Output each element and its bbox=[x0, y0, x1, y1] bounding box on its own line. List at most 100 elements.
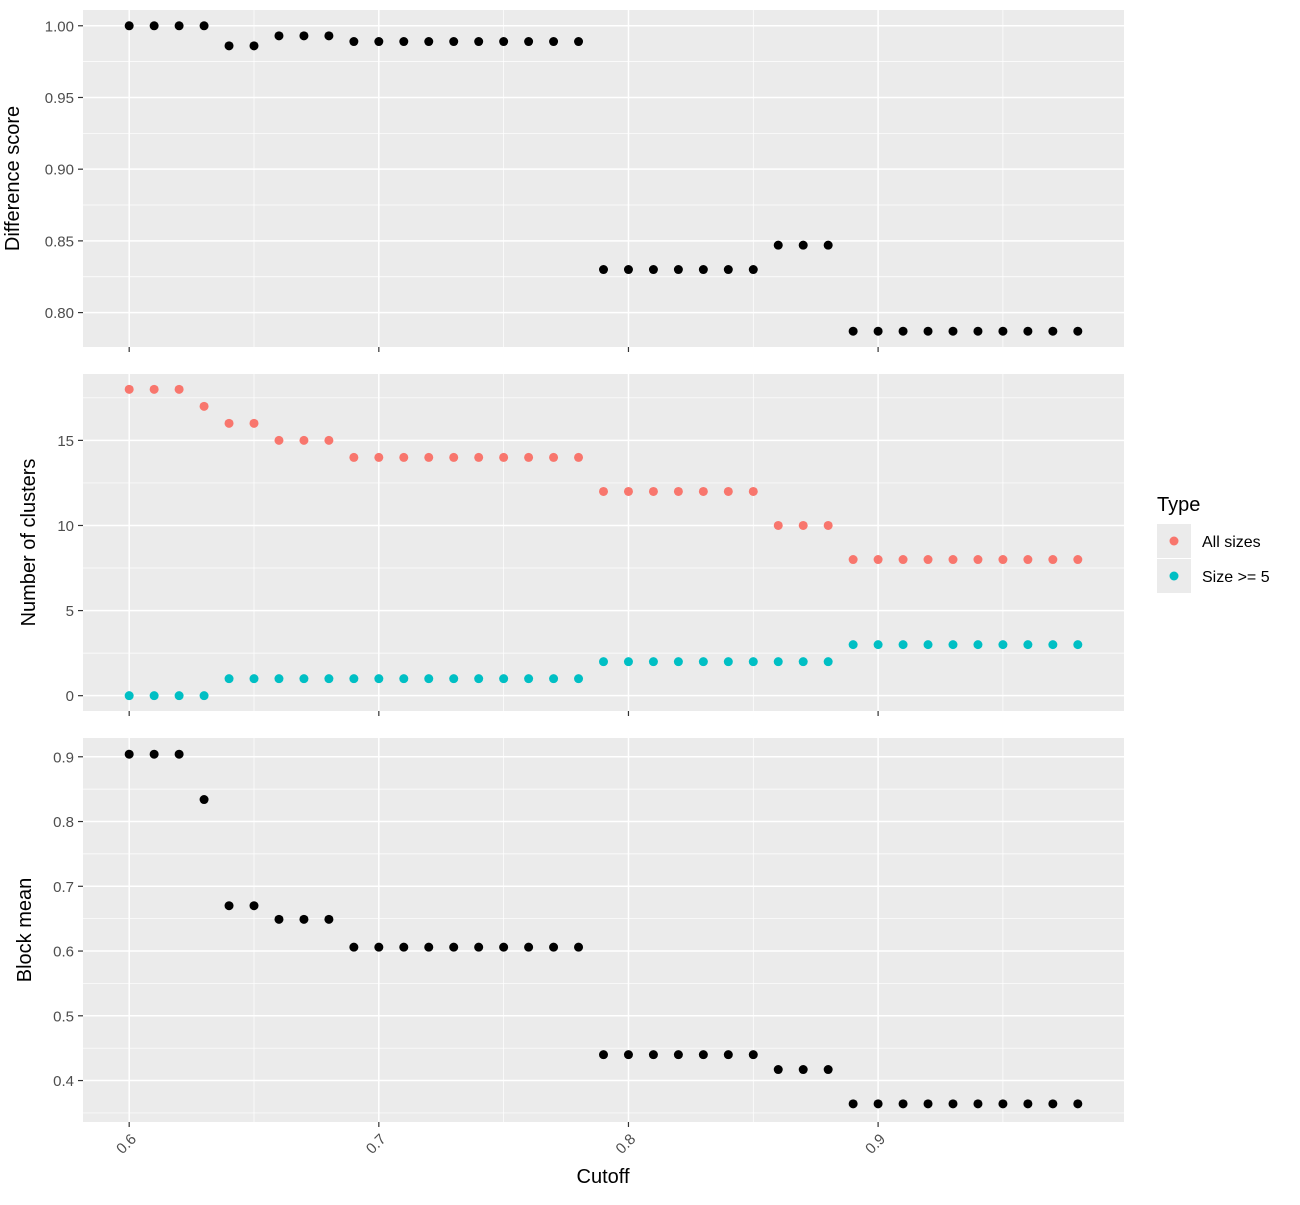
data-point bbox=[723, 1050, 733, 1060]
legend-label-all-sizes: All sizes bbox=[1202, 534, 1261, 551]
legend-key-all-sizes bbox=[1169, 536, 1179, 546]
data-point bbox=[124, 749, 134, 759]
data-point bbox=[973, 640, 983, 650]
x-axis-title: Cutoff bbox=[577, 1166, 630, 1188]
data-point bbox=[798, 520, 808, 530]
data-point bbox=[623, 657, 633, 667]
y-axis-title: Difference score bbox=[2, 106, 24, 251]
data-point bbox=[374, 37, 384, 47]
data-point bbox=[723, 486, 733, 496]
y-tick-label: 0.80 bbox=[45, 305, 74, 322]
data-point bbox=[149, 384, 159, 394]
data-point bbox=[224, 901, 234, 911]
data-point bbox=[224, 674, 234, 684]
y-tick-label: 0.85 bbox=[45, 233, 74, 250]
data-point bbox=[898, 555, 908, 565]
data-point bbox=[274, 435, 284, 445]
data-point bbox=[998, 555, 1008, 565]
data-point bbox=[349, 37, 359, 47]
y-tick-label: 0.9 bbox=[53, 749, 74, 766]
data-point bbox=[1073, 326, 1083, 336]
data-point bbox=[648, 265, 658, 275]
data-point bbox=[199, 21, 209, 31]
data-point bbox=[249, 674, 259, 684]
data-point bbox=[149, 21, 159, 31]
data-point bbox=[174, 691, 184, 701]
panel-background bbox=[83, 374, 1124, 711]
y-axis-title: Number of clusters bbox=[18, 459, 40, 627]
legend-label-size-ge-5: Size >= 5 bbox=[1202, 569, 1270, 586]
data-point bbox=[698, 265, 708, 275]
data-point bbox=[1048, 1099, 1058, 1109]
data-point bbox=[324, 674, 334, 684]
data-point bbox=[698, 657, 708, 667]
y-tick-label: 0 bbox=[66, 688, 74, 705]
data-point bbox=[823, 520, 833, 530]
data-point bbox=[1023, 640, 1033, 650]
data-point bbox=[199, 401, 209, 411]
data-point bbox=[424, 37, 434, 47]
data-point bbox=[648, 486, 658, 496]
data-point bbox=[299, 914, 309, 924]
data-point bbox=[124, 384, 134, 394]
data-point bbox=[549, 674, 559, 684]
data-point bbox=[124, 691, 134, 701]
data-point bbox=[349, 452, 359, 462]
data-point bbox=[1048, 555, 1058, 565]
data-point bbox=[873, 1099, 883, 1109]
series-1 bbox=[124, 21, 1083, 336]
data-point bbox=[998, 326, 1008, 336]
data-point bbox=[124, 21, 134, 31]
data-point bbox=[698, 1050, 708, 1060]
y-tick-label: 0.8 bbox=[53, 814, 74, 831]
data-point bbox=[673, 486, 683, 496]
data-point bbox=[723, 657, 733, 667]
data-point bbox=[599, 486, 608, 496]
data-point bbox=[299, 674, 309, 684]
data-point bbox=[973, 1099, 983, 1109]
data-point bbox=[249, 418, 259, 428]
y-tick-label: 0.95 bbox=[45, 90, 74, 107]
data-point bbox=[474, 674, 484, 684]
data-point bbox=[424, 452, 434, 462]
data-point bbox=[474, 452, 484, 462]
data-point bbox=[1023, 555, 1033, 565]
data-point bbox=[948, 640, 958, 650]
data-point bbox=[873, 555, 883, 565]
x-tick-label: 0.6 bbox=[113, 1131, 140, 1158]
data-point bbox=[149, 749, 159, 759]
data-point bbox=[149, 691, 159, 701]
data-point bbox=[274, 31, 284, 41]
data-point bbox=[424, 942, 434, 952]
data-point bbox=[349, 674, 359, 684]
data-point bbox=[524, 37, 534, 47]
data-point bbox=[848, 555, 858, 565]
x-tick-label: 0.8 bbox=[613, 1131, 640, 1158]
data-point bbox=[1073, 1099, 1083, 1109]
data-point bbox=[574, 37, 584, 47]
data-point bbox=[174, 749, 184, 759]
data-point bbox=[648, 1050, 658, 1060]
data-point bbox=[748, 1050, 758, 1060]
data-point bbox=[299, 435, 309, 445]
data-point bbox=[499, 674, 509, 684]
data-point bbox=[898, 1099, 908, 1109]
series-2 bbox=[124, 640, 1083, 701]
data-point bbox=[948, 1099, 958, 1109]
data-point bbox=[898, 640, 908, 650]
data-point bbox=[299, 31, 309, 41]
data-point bbox=[574, 452, 584, 462]
data-point bbox=[324, 31, 334, 41]
data-point bbox=[549, 942, 559, 952]
legend-title: Type bbox=[1157, 494, 1200, 516]
data-point bbox=[623, 1050, 633, 1060]
data-point bbox=[873, 640, 883, 650]
panel-background bbox=[83, 738, 1124, 1122]
data-point bbox=[599, 1050, 608, 1060]
data-point bbox=[249, 41, 259, 51]
data-point bbox=[574, 674, 584, 684]
data-point bbox=[424, 674, 434, 684]
data-point bbox=[673, 657, 683, 667]
data-point bbox=[1073, 555, 1083, 565]
